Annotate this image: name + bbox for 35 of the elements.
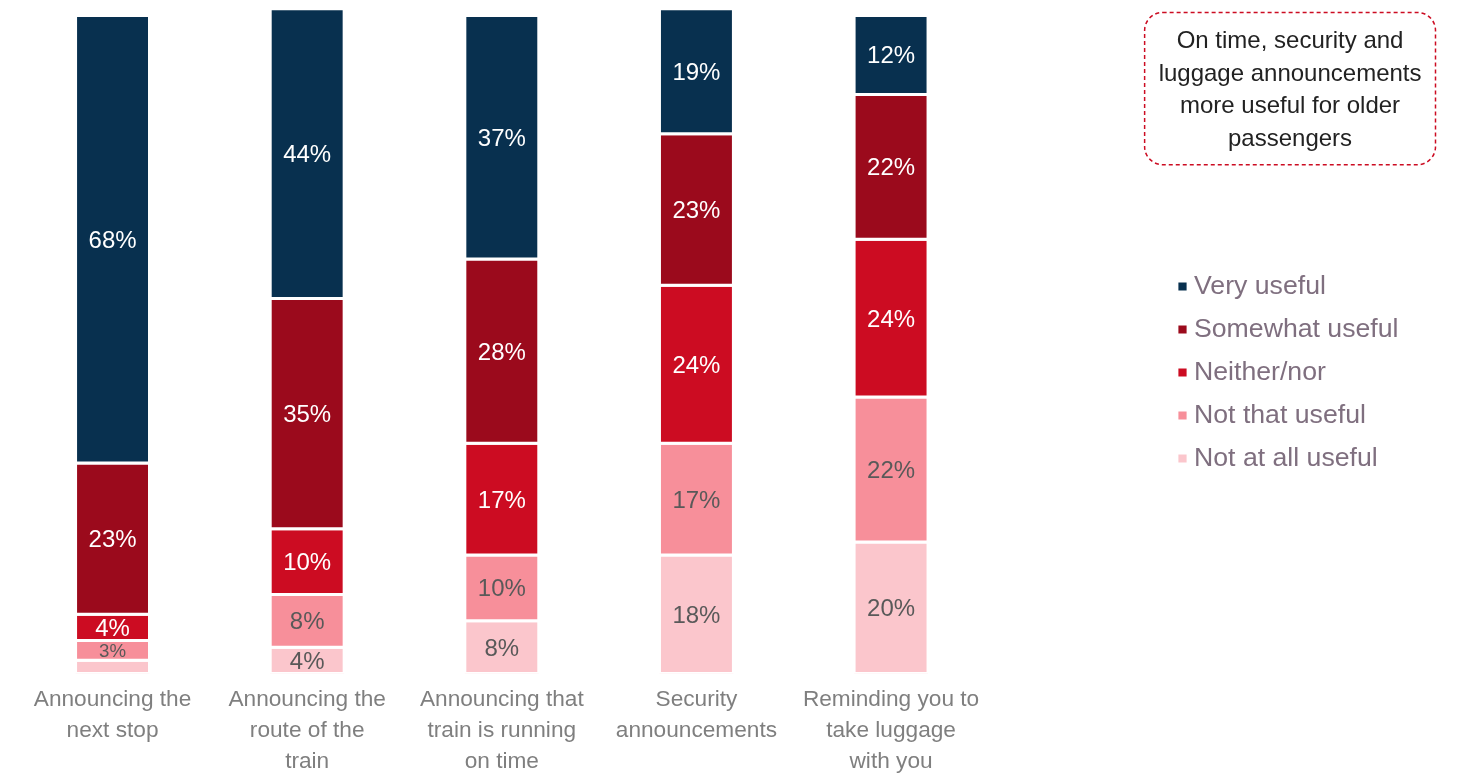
data-label: 10% xyxy=(283,548,332,576)
legend-label: Somewhat useful xyxy=(1194,313,1399,344)
text: On time, security and luggage announcements more useful for older passengers xyxy=(1158,26,1422,151)
data-label: 4% xyxy=(289,646,325,674)
data-label: 24% xyxy=(672,350,721,378)
data-label: 19% xyxy=(672,57,721,85)
data-label: 44% xyxy=(283,140,332,168)
data-label: 37% xyxy=(477,123,526,151)
data-label: 23% xyxy=(88,525,137,553)
data-label: 4% xyxy=(95,613,130,641)
data-label: 22% xyxy=(867,455,916,483)
legend-label: Neither/nor xyxy=(1194,356,1326,387)
data-label: 22% xyxy=(867,153,916,181)
x-tick-label: Announcing that train is running on time xyxy=(419,684,585,773)
data-label: 10% xyxy=(477,574,526,602)
data-label: 20% xyxy=(867,594,916,622)
legend-label: Not that useful xyxy=(1194,399,1366,430)
data-label: 28% xyxy=(477,337,526,365)
legend-label: Not at all useful xyxy=(1194,442,1378,473)
x-tick-label: Announcing the route of the train xyxy=(228,684,386,773)
x-tick-label: Security announcements xyxy=(615,684,778,742)
data-label: 8% xyxy=(484,633,520,661)
data-label: 3% xyxy=(99,639,127,661)
legend-label: Very useful xyxy=(1194,270,1326,301)
data-label: 17% xyxy=(477,485,526,513)
data-label: 18% xyxy=(672,600,721,628)
data-label: 8% xyxy=(289,607,325,635)
data-label: 35% xyxy=(283,400,332,428)
data-label: 68% xyxy=(88,225,137,253)
x-tick-label: Announcing the next stop xyxy=(33,684,192,742)
x-tick-label: Reminding you to take luggage with you xyxy=(802,684,980,773)
data-label: 23% xyxy=(672,196,721,224)
data-label: 12% xyxy=(867,41,916,69)
data-label: 17% xyxy=(672,485,721,513)
data-label: 24% xyxy=(867,304,916,332)
